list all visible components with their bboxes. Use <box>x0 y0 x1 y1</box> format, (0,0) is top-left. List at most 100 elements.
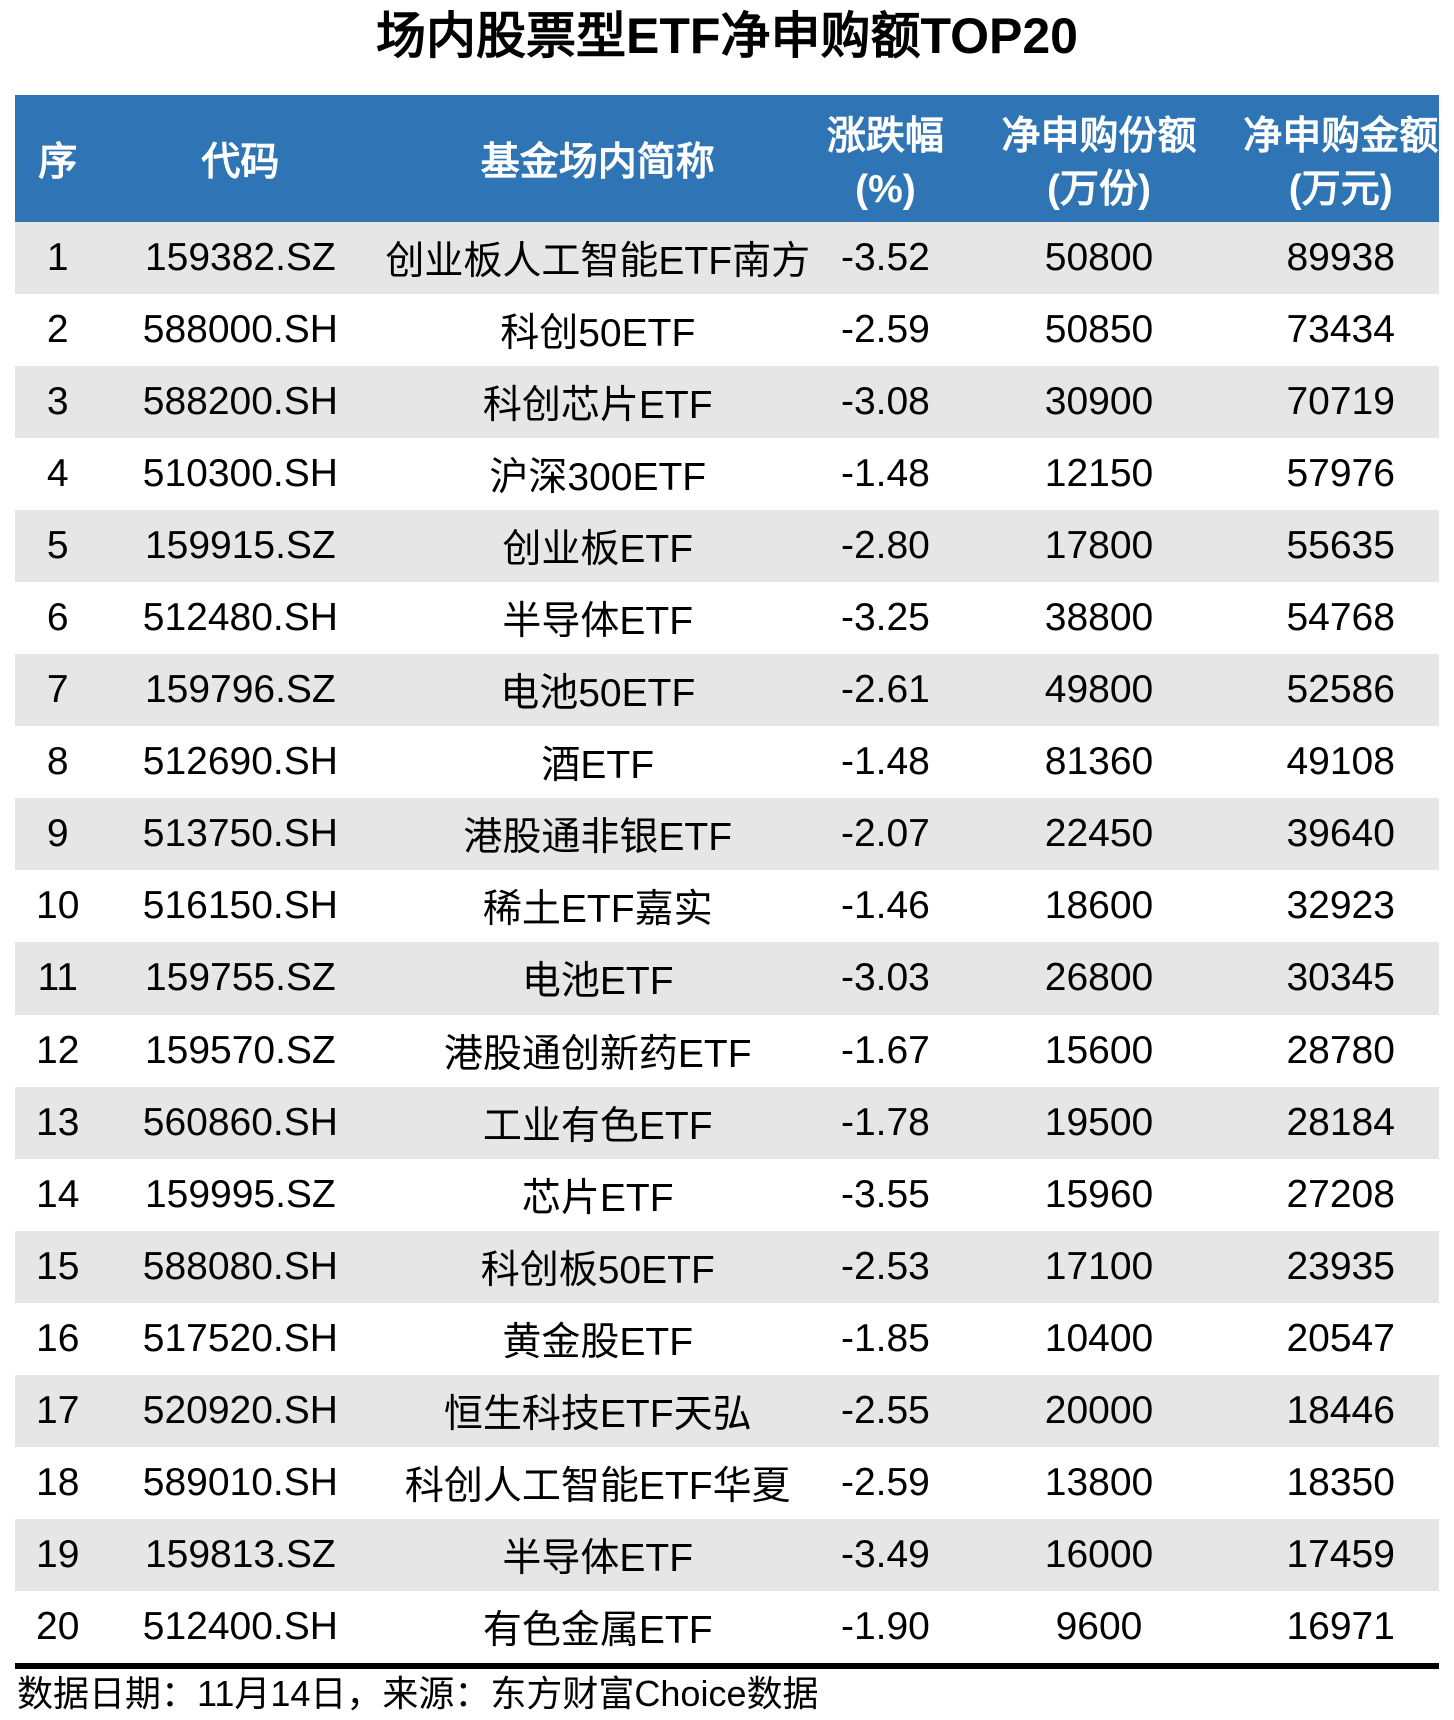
cell-name: 港股通创新药ETF <box>443 1032 752 1076</box>
cell-amount: 55635 <box>1286 524 1395 568</box>
cell-change: -2.55 <box>840 1388 930 1432</box>
cell-change: -2.80 <box>840 524 930 568</box>
cell-rank: 7 <box>46 668 69 712</box>
cell-change: -1.46 <box>840 884 930 928</box>
cell-rank: 9 <box>46 812 69 856</box>
cell-change: -3.08 <box>840 380 930 424</box>
cell-name: 有色金属ETF <box>482 1608 713 1652</box>
cell-code: 588200.SH <box>142 380 338 424</box>
cell-shares: 38800 <box>1044 596 1154 640</box>
cell-change: -1.67 <box>840 1028 930 1072</box>
cell-change: -2.53 <box>840 1244 930 1288</box>
table-row: 6 512480.SH 半导体ETF -3.25 38800 54768 <box>15 582 1439 655</box>
cell-name: 芯片ETF <box>521 1176 674 1220</box>
table-row: 9 513750.SH 港股通非银ETF -2.07 22450 39640 <box>15 798 1439 871</box>
table-row: 2 588000.SH 科创50ETF -2.59 50850 73434 <box>15 294 1439 367</box>
cell-name: 恒生科技ETF天弘 <box>443 1392 752 1436</box>
cell-code: 588080.SH <box>142 1244 338 1288</box>
cell-code: 588000.SH <box>142 308 338 352</box>
cell-shares: 20000 <box>1044 1388 1154 1432</box>
cell-rank: 19 <box>36 1532 80 1576</box>
cell-rank: 17 <box>36 1388 80 1432</box>
cell-change: -2.59 <box>840 1460 930 1504</box>
header-cell-amount: 净申购金额 (万元) <box>1242 95 1439 222</box>
cell-rank: 20 <box>36 1604 80 1648</box>
cell-rank: 5 <box>46 524 69 568</box>
cell-code: 159915.SZ <box>144 524 336 568</box>
cell-shares: 15960 <box>1044 1172 1154 1216</box>
table-header: 序 代码 基金场内简称 涨跌幅 (%) 净申购份额 (万份) 净申购金额 (万元… <box>15 95 1439 222</box>
cell-amount: 49108 <box>1286 740 1395 784</box>
cell-rank: 15 <box>36 1244 80 1288</box>
cell-code: 512400.SH <box>142 1604 338 1648</box>
table-row: 7 159796.SZ 电池50ETF -2.61 49800 52586 <box>15 654 1439 727</box>
cell-shares: 17800 <box>1044 524 1154 568</box>
cell-code: 520920.SH <box>142 1388 338 1432</box>
header-label: 净申购份额 <box>1001 114 1197 158</box>
table-row: 17 520920.SH 恒生科技ETF天弘 -2.55 20000 18446 <box>15 1374 1439 1447</box>
cell-name: 半导体ETF <box>502 600 694 644</box>
header-label: 净申购金额 <box>1243 114 1439 158</box>
cell-amount: 52586 <box>1286 668 1395 712</box>
cell-name: 电池ETF <box>521 960 674 1004</box>
cell-rank: 8 <box>46 740 69 784</box>
cell-amount: 30345 <box>1286 956 1395 1000</box>
cell-shares: 50800 <box>1044 236 1154 280</box>
table-title: 场内股票型ETF净申购额TOP20 <box>376 8 1078 64</box>
cell-amount: 73434 <box>1286 308 1395 352</box>
header-cell-name: 基金场内简称 <box>380 95 815 222</box>
header-label: 涨跌幅 <box>826 114 944 158</box>
cell-shares: 15600 <box>1044 1028 1154 1072</box>
cell-code: 512690.SH <box>142 740 338 784</box>
cell-code: 159570.SZ <box>144 1028 336 1072</box>
header-unit: (万份) <box>1047 167 1151 211</box>
cell-name: 科创芯片ETF <box>482 384 713 428</box>
cell-name: 科创板50ETF <box>480 1248 715 1292</box>
cell-code: 510300.SH <box>142 452 338 496</box>
cell-rank: 2 <box>46 308 69 352</box>
cell-change: -3.52 <box>840 236 930 280</box>
cell-change: -3.03 <box>840 956 930 1000</box>
header-cell-shares: 净申购份额 (万份) <box>956 95 1243 222</box>
source-divider: 数据日期：11月14日，来源：东方财富Choice数据 <box>15 1662 1439 1715</box>
cell-shares: 18600 <box>1044 884 1154 928</box>
cell-name: 酒ETF <box>541 744 655 788</box>
cell-shares: 22450 <box>1044 812 1154 856</box>
cell-code: 513750.SH <box>142 812 338 856</box>
cell-rank: 16 <box>36 1316 80 1360</box>
cell-amount: 28184 <box>1286 1100 1395 1144</box>
cell-rank: 10 <box>36 884 80 928</box>
header-label: 序 <box>38 141 78 184</box>
table-row: 1 159382.SZ 创业板人工智能ETF南方 -3.52 50800 89938 <box>15 222 1439 295</box>
cell-change: -1.48 <box>840 452 930 496</box>
cell-shares: 12150 <box>1044 452 1154 496</box>
cell-rank: 4 <box>46 452 69 496</box>
cell-amount: 39640 <box>1286 812 1395 856</box>
cell-amount: 27208 <box>1286 1172 1395 1216</box>
cell-shares: 13800 <box>1044 1460 1154 1504</box>
header-cell-change: 涨跌幅 (%) <box>815 95 955 222</box>
cell-change: -1.90 <box>840 1604 930 1648</box>
table-body: 1 159382.SZ 创业板人工智能ETF南方 -3.52 50800 89938 2 58… <box>15 222 1439 1663</box>
header-cell-rank: 序 <box>15 95 100 222</box>
cell-amount: 17459 <box>1286 1532 1395 1576</box>
table-row: 4 510300.SH 沪深300ETF -1.48 12150 57976 <box>15 438 1439 511</box>
cell-shares: 26800 <box>1044 956 1154 1000</box>
cell-code: 159755.SZ <box>144 956 336 1000</box>
table-row: 18 589010.SH 科创人工智能ETF华夏 -2.59 13800 18350 <box>15 1446 1439 1519</box>
table-row: 19 159813.SZ 半导体ETF -3.49 16000 17459 <box>15 1518 1439 1591</box>
cell-code: 589010.SH <box>142 1460 338 1504</box>
cell-code: 516150.SH <box>142 884 338 928</box>
cell-change: -2.07 <box>840 812 930 856</box>
cell-amount: 16971 <box>1286 1604 1395 1648</box>
cell-shares: 17100 <box>1044 1244 1154 1288</box>
table-row: 13 560860.SH 工业有色ETF -1.78 19500 28184 <box>15 1086 1439 1159</box>
table-row: 5 159915.SZ 创业板ETF -2.80 17800 55635 <box>15 510 1439 583</box>
cell-name: 黄金股ETF <box>502 1320 694 1364</box>
cell-shares: 50850 <box>1044 308 1154 352</box>
cell-change: -3.25 <box>840 596 930 640</box>
cell-change: -1.48 <box>840 740 930 784</box>
header-unit: (%) <box>855 167 916 211</box>
cell-code: 159995.SZ <box>144 1172 336 1216</box>
